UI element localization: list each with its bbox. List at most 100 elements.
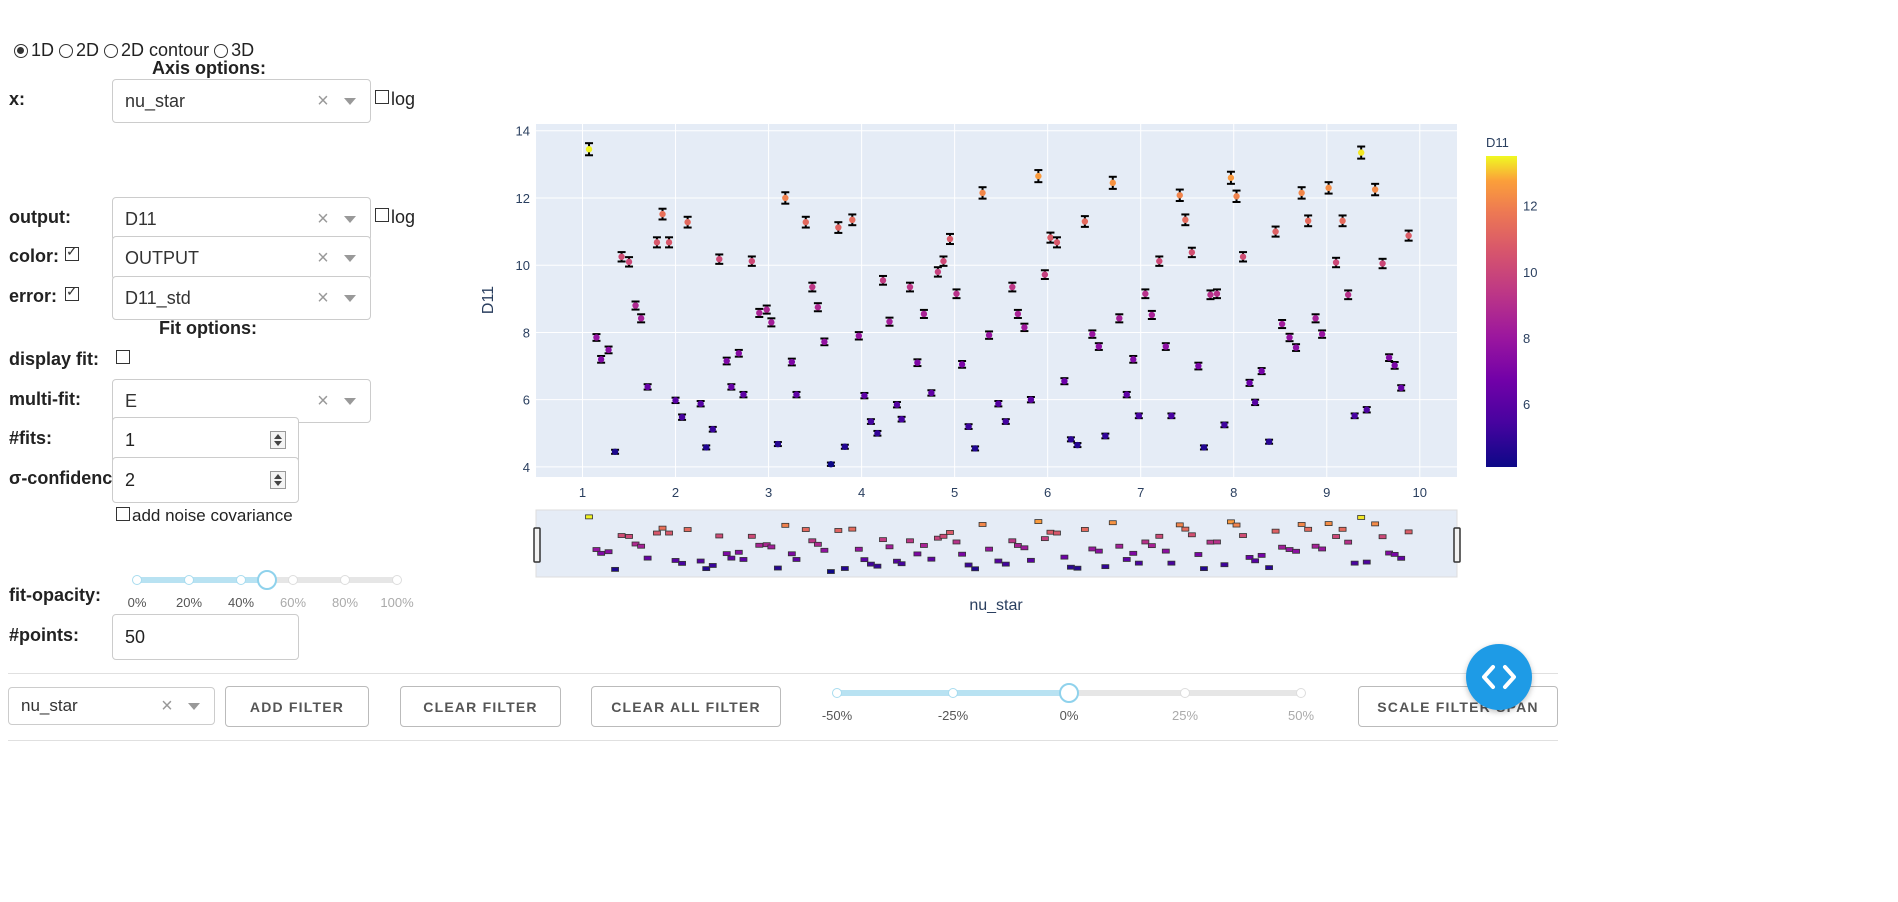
chevron-down-icon[interactable] bbox=[344, 97, 356, 105]
slider-step-dot[interactable] bbox=[236, 575, 246, 585]
colorbar-tick-label: 10 bbox=[1523, 265, 1537, 280]
slider-step-dot[interactable] bbox=[1180, 688, 1190, 698]
clear-icon[interactable]: × bbox=[317, 246, 329, 269]
color-select[interactable]: OUTPUT × bbox=[112, 236, 371, 280]
output-log-checkbox[interactable] bbox=[375, 208, 389, 222]
chevron-down-icon[interactable] bbox=[344, 397, 356, 405]
chevron-down-icon[interactable] bbox=[344, 254, 356, 262]
data-point bbox=[814, 304, 822, 311]
range-slider[interactable] bbox=[535, 509, 1458, 578]
radio-3d[interactable]: 3D bbox=[214, 40, 254, 61]
clear-icon[interactable]: × bbox=[317, 389, 329, 412]
data-point bbox=[735, 350, 743, 357]
mini-point bbox=[1362, 559, 1371, 565]
data-point bbox=[1278, 320, 1286, 328]
radio-1d-button[interactable] bbox=[14, 43, 28, 58]
mini-point bbox=[1046, 529, 1055, 535]
add-noise-checkbox[interactable] bbox=[116, 507, 130, 521]
slider-step-dot[interactable] bbox=[832, 688, 842, 698]
add-filter-button[interactable]: ADD FILTER bbox=[225, 686, 369, 727]
clear-icon[interactable]: × bbox=[161, 694, 173, 717]
error-checkbox[interactable] bbox=[65, 283, 79, 301]
y-ticks: 4 6 8 10 12 14 bbox=[516, 124, 530, 475]
plot-type-radio-group: 1D 2D 2D contour 3D bbox=[14, 40, 259, 61]
mini-point bbox=[1227, 519, 1235, 525]
mini-point bbox=[1350, 560, 1359, 566]
radio-2d-contour-button[interactable] bbox=[104, 43, 119, 58]
filter-variable-select[interactable]: nu_star × bbox=[8, 687, 215, 725]
data-point bbox=[1067, 436, 1075, 443]
mini-point bbox=[860, 557, 869, 563]
mini-point bbox=[727, 555, 736, 561]
radio-3d-button[interactable] bbox=[214, 43, 229, 58]
colorbar-tick-label: 6 bbox=[1523, 397, 1530, 412]
mini-point bbox=[787, 551, 796, 557]
data-point bbox=[703, 444, 710, 451]
sigma-confidence-input[interactable]: 2 bbox=[112, 457, 299, 503]
chevron-down-icon[interactable] bbox=[344, 294, 356, 302]
data-point bbox=[1298, 189, 1305, 197]
slider-step-dot[interactable] bbox=[184, 575, 194, 585]
slider-step-dot[interactable] bbox=[948, 688, 958, 698]
n-points-input[interactable]: 50 bbox=[112, 614, 299, 660]
code-icon-button[interactable] bbox=[1466, 644, 1532, 710]
mini-point bbox=[834, 528, 843, 533]
x-select[interactable]: nu_star × bbox=[112, 79, 371, 123]
display-fit-checkbox[interactable] bbox=[116, 350, 130, 364]
data-point bbox=[1195, 362, 1202, 370]
mini-point bbox=[946, 530, 954, 535]
fit-opacity-slider-handle[interactable] bbox=[257, 570, 277, 590]
error-select[interactable]: D11_std × bbox=[112, 276, 371, 320]
plot-area[interactable] bbox=[536, 124, 1457, 477]
data-point bbox=[1286, 334, 1293, 341]
data-point bbox=[920, 310, 928, 318]
slider-step-dot[interactable] bbox=[1296, 688, 1306, 698]
mini-point bbox=[1292, 548, 1300, 554]
chevron-down-icon[interactable] bbox=[188, 702, 200, 710]
data-point bbox=[1344, 291, 1352, 298]
slider-step-dot[interactable] bbox=[132, 575, 142, 585]
spinner-icon[interactable] bbox=[270, 431, 286, 449]
data-point bbox=[827, 461, 835, 468]
x-tick-label: 10 bbox=[1413, 485, 1427, 500]
output-select[interactable]: D11 × bbox=[112, 197, 371, 241]
slider-step-dot[interactable] bbox=[340, 575, 350, 585]
slider-step-dot[interactable] bbox=[392, 575, 402, 585]
data-point bbox=[1047, 234, 1054, 241]
filter-span-slider-handle[interactable] bbox=[1059, 683, 1079, 703]
multi-fit-label: multi-fit: bbox=[9, 389, 81, 409]
spinner-icon[interactable] bbox=[270, 471, 286, 489]
fit-opacity-slider-fill bbox=[137, 577, 267, 583]
data-point bbox=[940, 257, 947, 265]
mini-point bbox=[734, 549, 743, 555]
clear-icon[interactable]: × bbox=[317, 286, 329, 309]
data-point bbox=[928, 389, 935, 397]
color-checkbox[interactable] bbox=[65, 243, 79, 261]
mini-point bbox=[1088, 546, 1097, 552]
x-log-checkbox[interactable] bbox=[375, 90, 389, 104]
radio-3d-label: 3D bbox=[231, 40, 255, 60]
radio-2d[interactable]: 2D bbox=[59, 40, 99, 61]
clear-icon[interactable]: × bbox=[317, 207, 329, 230]
clear-filter-button[interactable]: CLEAR FILTER bbox=[400, 686, 561, 727]
data-point bbox=[914, 359, 921, 366]
radio-1d[interactable]: 1D bbox=[14, 40, 54, 61]
range-slider-right-handle[interactable] bbox=[1453, 527, 1461, 563]
range-slider-left-handle[interactable] bbox=[533, 527, 541, 563]
clear-icon[interactable]: × bbox=[317, 89, 329, 112]
data-points bbox=[585, 142, 1413, 468]
data-point bbox=[1089, 330, 1096, 338]
radio-2d-contour[interactable]: 2D contour bbox=[104, 40, 209, 61]
clear-all-filter-button[interactable]: CLEAR ALL FILTER bbox=[591, 686, 781, 727]
data-point bbox=[605, 346, 612, 354]
mini-point bbox=[653, 530, 661, 536]
slider-mark-label: 40% bbox=[227, 595, 255, 610]
data-point bbox=[709, 426, 716, 433]
radio-2d-button[interactable] bbox=[59, 43, 74, 58]
multi-fit-select[interactable]: E × bbox=[112, 379, 371, 423]
slider-step-dot[interactable] bbox=[288, 575, 298, 585]
chevron-down-icon[interactable] bbox=[344, 215, 356, 223]
data-point bbox=[632, 302, 639, 309]
mini-point bbox=[1271, 528, 1280, 534]
mini-point bbox=[678, 560, 686, 566]
